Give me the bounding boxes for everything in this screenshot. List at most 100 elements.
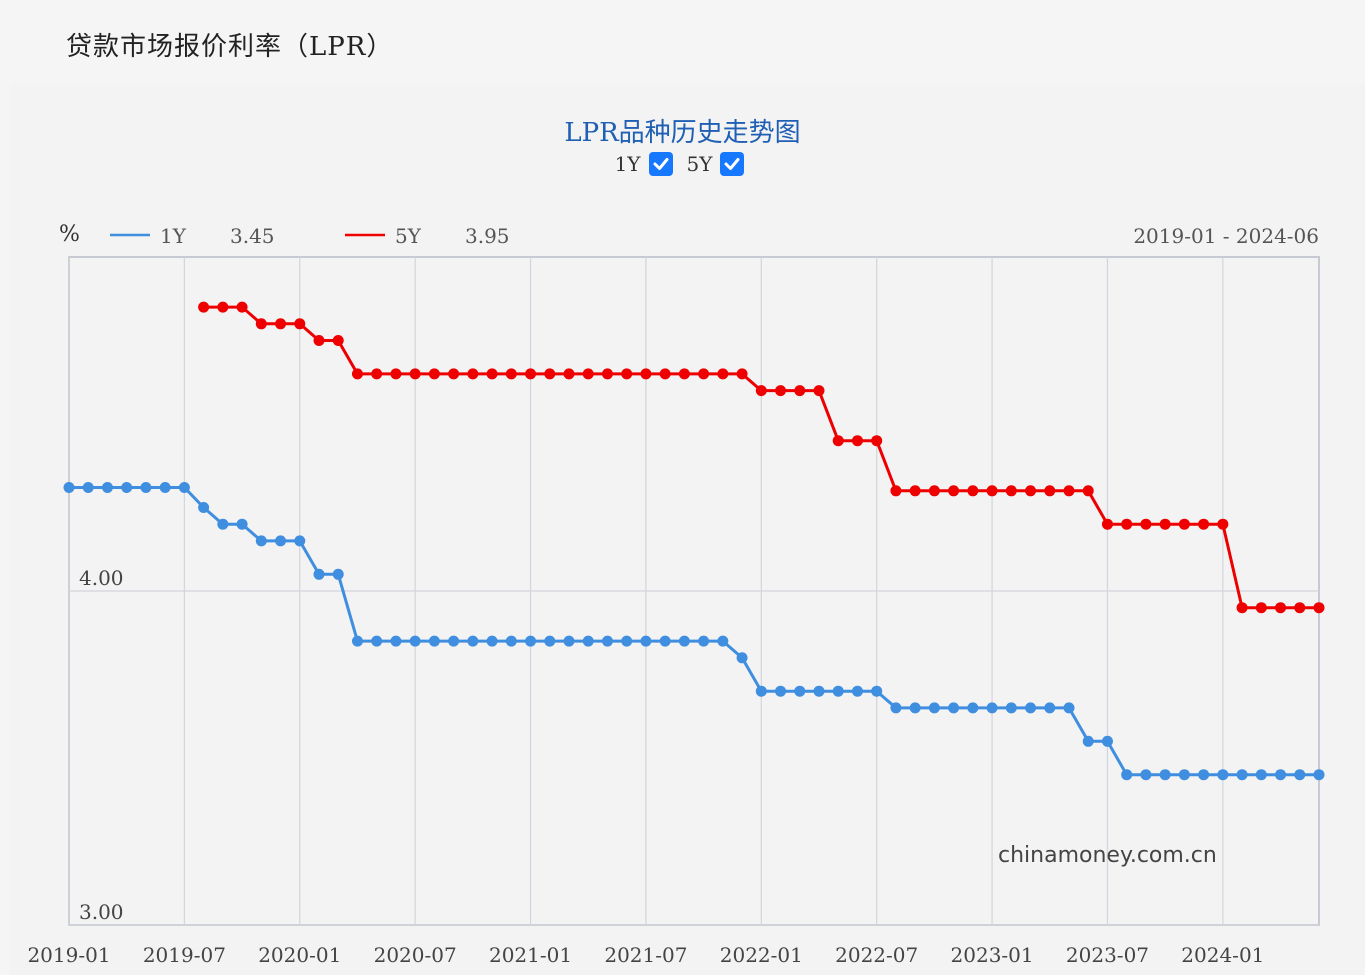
data-point-1y[interactable] [1082, 735, 1094, 747]
data-point-5y[interactable] [409, 368, 421, 380]
data-point-5y[interactable] [198, 301, 210, 313]
data-point-1y[interactable] [563, 635, 575, 647]
data-point-5y[interactable] [890, 485, 902, 497]
data-point-5y[interactable] [698, 368, 710, 380]
data-point-1y[interactable] [371, 635, 383, 647]
data-point-5y[interactable] [659, 368, 671, 380]
data-point-1y[interactable] [313, 568, 325, 580]
data-point-1y[interactable] [928, 702, 940, 714]
data-point-1y[interactable] [198, 502, 210, 513]
data-point-5y[interactable] [1005, 485, 1017, 497]
data-point-5y[interactable] [217, 301, 229, 313]
data-point-1y[interactable] [1063, 702, 1075, 714]
data-point-1y[interactable] [698, 635, 710, 647]
data-point-5y[interactable] [967, 485, 979, 497]
data-point-5y[interactable] [1217, 518, 1229, 530]
data-point-5y[interactable] [505, 368, 517, 380]
data-point-1y[interactable] [775, 685, 787, 697]
data-point-5y[interactable] [332, 335, 344, 346]
data-point-5y[interactable] [640, 368, 652, 380]
data-point-1y[interactable] [1121, 769, 1133, 781]
data-point-5y[interactable] [1063, 485, 1075, 497]
data-point-5y[interactable] [390, 368, 402, 380]
data-point-1y[interactable] [544, 635, 556, 647]
data-point-1y[interactable] [409, 635, 421, 647]
data-point-5y[interactable] [1275, 602, 1287, 614]
data-point-1y[interactable] [178, 481, 190, 493]
data-point-5y[interactable] [1121, 518, 1133, 530]
data-point-1y[interactable] [101, 481, 113, 493]
data-point-5y[interactable] [775, 385, 787, 397]
data-point-1y[interactable] [390, 635, 402, 647]
data-point-1y[interactable] [255, 535, 267, 547]
data-point-5y[interactable] [717, 368, 729, 380]
data-point-1y[interactable] [428, 635, 440, 647]
data-point-1y[interactable] [505, 635, 517, 647]
data-point-1y[interactable] [294, 535, 306, 547]
data-point-1y[interactable] [1198, 769, 1210, 781]
data-point-5y[interactable] [582, 368, 594, 380]
data-point-5y[interactable] [313, 335, 325, 346]
data-point-5y[interactable] [755, 385, 767, 397]
data-point-1y[interactable] [582, 635, 594, 647]
data-point-1y[interactable] [1140, 769, 1152, 781]
data-point-5y[interactable] [1101, 518, 1113, 530]
data-point-1y[interactable] [1275, 769, 1287, 781]
data-point-5y[interactable] [236, 301, 248, 313]
toggle-5y[interactable]: 5Y [687, 152, 745, 176]
data-point-1y[interactable] [948, 702, 960, 714]
data-point-1y[interactable] [121, 481, 133, 493]
data-point-1y[interactable] [486, 635, 498, 647]
data-point-5y[interactable] [986, 485, 998, 497]
data-point-5y[interactable] [1255, 602, 1267, 614]
data-point-1y[interactable] [1255, 769, 1267, 781]
data-point-5y[interactable] [832, 435, 844, 447]
data-point-1y[interactable] [1101, 735, 1113, 747]
data-point-1y[interactable] [1217, 769, 1229, 781]
data-point-1y[interactable] [1159, 769, 1171, 781]
data-point-1y[interactable] [1005, 702, 1017, 714]
data-point-1y[interactable] [1313, 769, 1325, 781]
data-point-5y[interactable] [948, 485, 960, 497]
data-point-5y[interactable] [448, 368, 460, 380]
data-point-5y[interactable] [1044, 485, 1056, 497]
data-point-5y[interactable] [928, 485, 940, 497]
data-point-1y[interactable] [525, 635, 537, 647]
data-point-5y[interactable] [909, 485, 921, 497]
data-point-1y[interactable] [794, 685, 806, 697]
data-point-1y[interactable] [890, 702, 902, 714]
data-point-1y[interactable] [813, 685, 825, 697]
data-point-5y[interactable] [1236, 602, 1248, 614]
data-point-1y[interactable] [63, 481, 75, 493]
data-point-1y[interactable] [871, 685, 883, 697]
data-point-5y[interactable] [736, 368, 748, 380]
data-point-1y[interactable] [601, 635, 613, 647]
data-point-1y[interactable] [640, 635, 652, 647]
data-point-1y[interactable] [832, 685, 844, 697]
data-point-5y[interactable] [1082, 485, 1094, 497]
data-point-5y[interactable] [544, 368, 556, 380]
data-point-5y[interactable] [1178, 518, 1190, 530]
data-point-1y[interactable] [717, 635, 729, 647]
data-point-1y[interactable] [159, 481, 171, 493]
data-point-5y[interactable] [851, 435, 863, 447]
toggle-1y-checkbox[interactable] [648, 152, 673, 176]
toggle-1y[interactable]: 1Y [615, 152, 673, 176]
data-point-1y[interactable] [332, 568, 344, 580]
data-point-5y[interactable] [255, 318, 267, 330]
data-point-5y[interactable] [275, 318, 287, 330]
data-point-5y[interactable] [871, 435, 883, 447]
data-point-5y[interactable] [351, 368, 363, 380]
data-point-1y[interactable] [1044, 702, 1056, 714]
data-point-5y[interactable] [371, 368, 383, 380]
data-point-5y[interactable] [621, 368, 633, 380]
toggle-5y-checkbox[interactable] [720, 152, 745, 176]
data-point-1y[interactable] [986, 702, 998, 714]
data-point-5y[interactable] [1140, 518, 1152, 530]
data-point-1y[interactable] [1294, 769, 1306, 781]
data-point-1y[interactable] [448, 635, 460, 647]
data-point-1y[interactable] [659, 635, 671, 647]
data-point-5y[interactable] [525, 368, 537, 380]
data-point-5y[interactable] [428, 368, 440, 380]
data-point-5y[interactable] [1198, 518, 1210, 530]
